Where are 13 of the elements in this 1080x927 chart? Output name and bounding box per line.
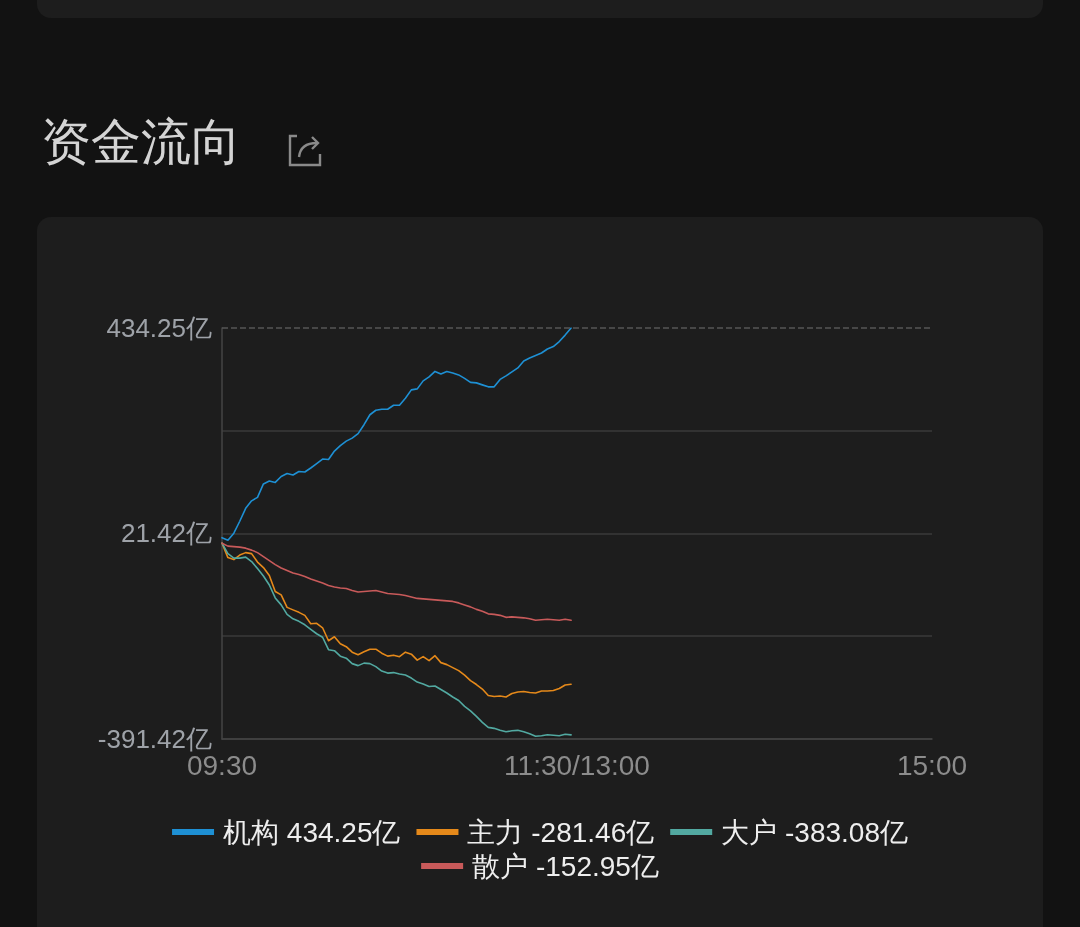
line-series xyxy=(221,542,572,622)
legend-label: 大户 -383.08亿 xyxy=(721,816,908,848)
legend-label: 主力 -281.46亿 xyxy=(467,816,655,848)
legend-label: 散户 -152.95亿 xyxy=(472,850,659,882)
y-tick-label: 434.25亿 xyxy=(106,313,212,343)
y-tick-label: 21.42亿 xyxy=(120,518,212,549)
x-tick-label: 15:00 xyxy=(896,749,968,781)
legend-label: 机构 434.25亿 xyxy=(223,816,401,848)
chart-title: 资金流向 xyxy=(41,114,241,170)
x-tick-label: 11:30/13:00 xyxy=(504,749,650,781)
line-series xyxy=(221,542,572,738)
line-series xyxy=(221,327,572,541)
y-tick-label: -391.42亿 xyxy=(97,724,212,754)
